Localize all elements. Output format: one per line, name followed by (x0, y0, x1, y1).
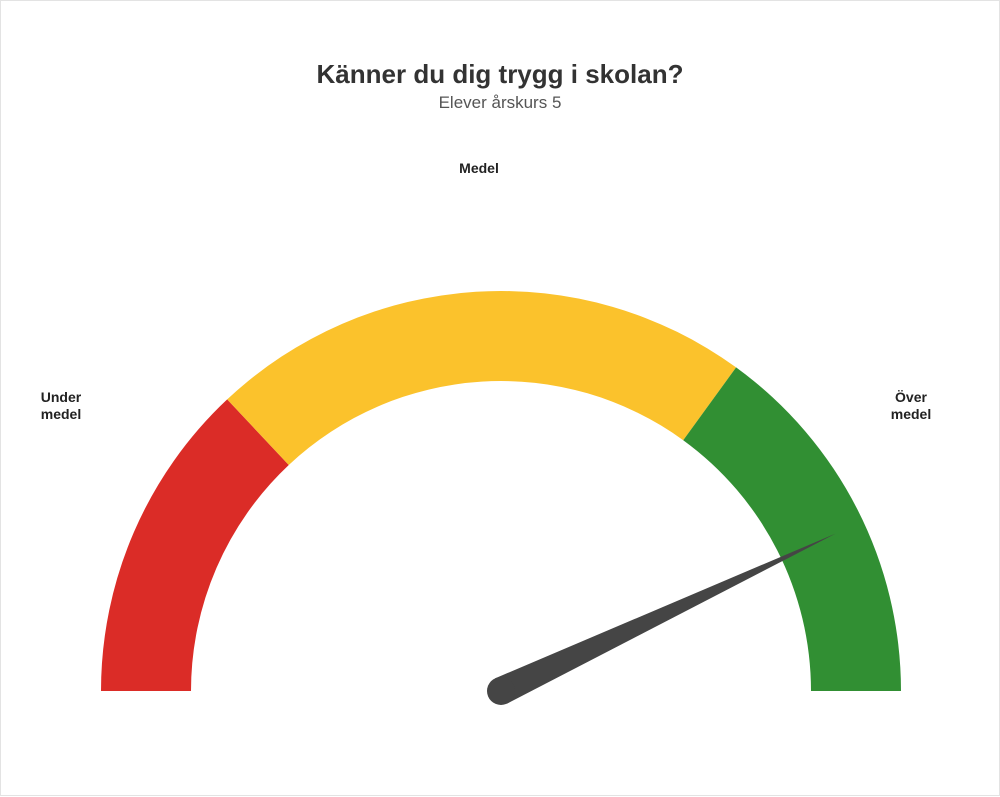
segment-label-over-medel: Övermedel (871, 389, 951, 423)
needle-body (495, 533, 836, 703)
segment-label-medel: Medel (439, 160, 519, 177)
segment-label-under-medel: Undermedel (21, 389, 101, 423)
gauge-segment-1 (227, 291, 736, 465)
gauge-segment-2 (683, 367, 901, 691)
gauge-svg (1, 1, 1000, 797)
gauge-arcs (101, 291, 901, 691)
gauge-segment-0 (101, 399, 289, 691)
gauge-needle (487, 533, 836, 705)
chart-frame: Känner du dig trygg i skolan? Elever års… (0, 0, 1000, 796)
needle-hub (487, 677, 515, 705)
